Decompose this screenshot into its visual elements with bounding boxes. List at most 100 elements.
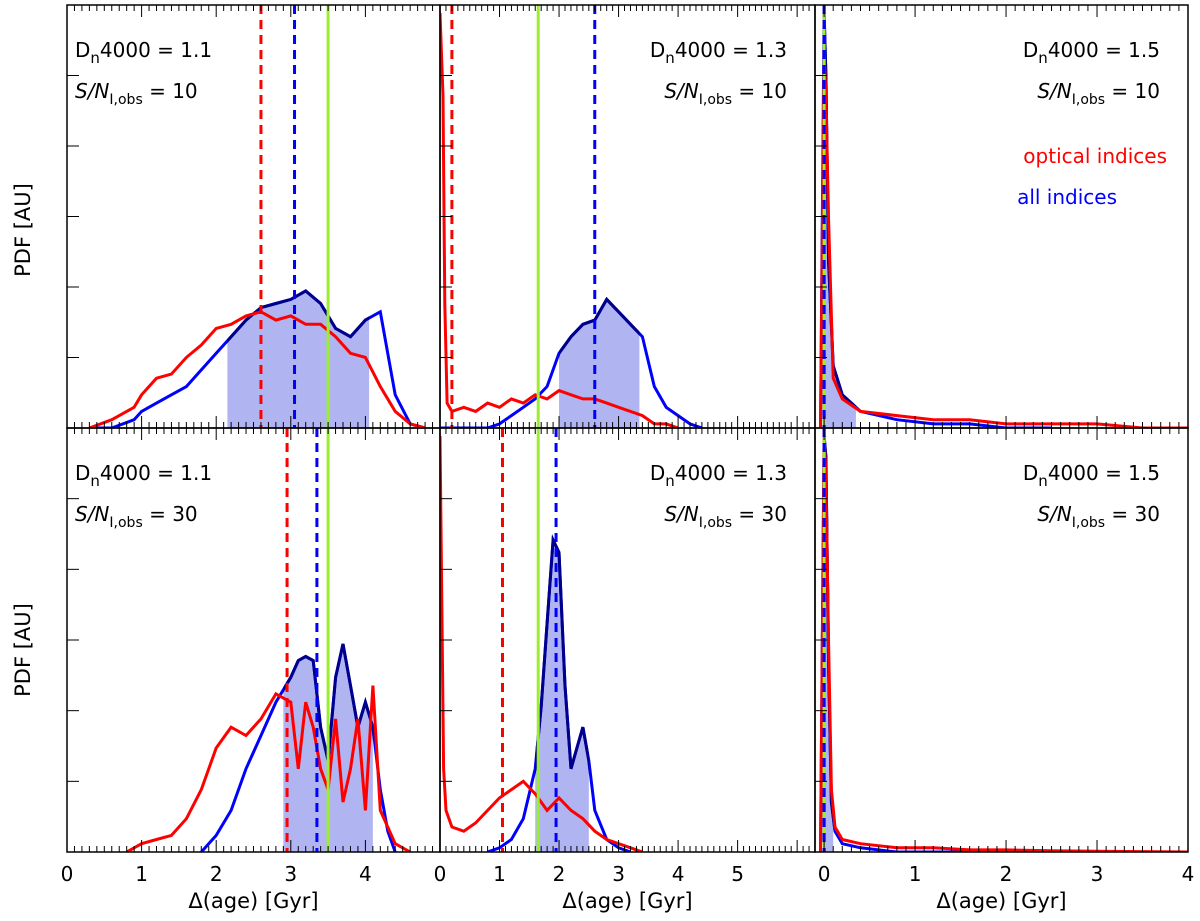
panel-1: Dn4000 = 1.3 S/NI,obs = 10 xyxy=(439,4,816,429)
sn-sub: I,obs xyxy=(699,515,732,531)
series-line-all-indices xyxy=(819,12,1052,428)
dark-segment-group xyxy=(559,296,640,358)
dn4000-D: D xyxy=(650,461,665,485)
legend-all: all indices xyxy=(1017,185,1117,209)
dn4000-label: Dn4000 = 1.3 xyxy=(650,461,787,490)
dn4000-rest: 4000 = 1.5 xyxy=(1048,461,1160,485)
dn4000-rest: 4000 = 1.5 xyxy=(1048,38,1160,62)
dn4000-label: Dn4000 = 1.3 xyxy=(650,38,787,67)
x-tick-label: 4 xyxy=(1182,862,1195,886)
dn4000-sub: n xyxy=(90,49,100,67)
sn-sub: I,obs xyxy=(1072,515,1105,531)
sn-eq: = 10 xyxy=(732,79,787,103)
series-line-all-indices-credible xyxy=(824,435,834,829)
x-tick-label: 2 xyxy=(553,862,566,886)
x-tick-label: 4 xyxy=(672,862,685,886)
panel-plot-area-4 xyxy=(440,428,643,852)
dn4000-sub: n xyxy=(665,472,675,490)
shaded-credible-region xyxy=(283,648,373,852)
x-axis-label: Δ(age) [Gyr] xyxy=(936,889,1066,913)
x-tick-label: 3 xyxy=(1091,862,1104,886)
series-line-all-indices-credible xyxy=(535,534,589,776)
sn-italic: S/N xyxy=(75,502,109,526)
panel-plot-area-1 xyxy=(440,5,703,428)
x-tick-label: 0 xyxy=(434,862,447,886)
dn4000-label: Dn4000 = 1.1 xyxy=(75,38,212,67)
dn4000-D: D xyxy=(75,38,90,62)
dn4000-rest: 4000 = 1.3 xyxy=(675,461,787,485)
dn4000-rest: 4000 = 1.1 xyxy=(100,38,212,62)
x-tick-label: 0 xyxy=(61,862,74,886)
x-tick-label: 3 xyxy=(284,862,297,886)
sn-italic: S/N xyxy=(664,502,698,526)
ylabel-bottom: PDF [AU] xyxy=(11,603,35,697)
sn-italic: S/N xyxy=(75,79,109,103)
x-tick-label: 1 xyxy=(493,862,506,886)
shaded-credible-region xyxy=(824,13,856,428)
x-tick-label: 5 xyxy=(731,862,744,886)
dn4000-label: Dn4000 = 1.1 xyxy=(75,461,212,490)
sn-sub: I,obs xyxy=(109,92,142,108)
dn4000-D: D xyxy=(650,38,665,62)
x-tick-label: 2 xyxy=(1000,862,1013,886)
sn-sub: I,obs xyxy=(109,515,142,531)
sn-italic: S/N xyxy=(664,79,698,103)
sn-eq: = 30 xyxy=(732,502,787,526)
series-line-optical-indices xyxy=(819,435,1188,852)
panel-frame xyxy=(66,427,441,853)
sn-eq: = 10 xyxy=(143,79,198,103)
sn-label: S/NI,obs = 10 xyxy=(75,79,198,108)
dn4000-D: D xyxy=(1023,38,1038,62)
panel-3: Dn4000 = 1.1 S/NI,obs = 30 0 1 2 3 4 Δ(age) [Gy… xyxy=(61,427,441,913)
series-line-optical-indices xyxy=(440,435,643,852)
sn-eq: = 30 xyxy=(1105,502,1160,526)
x-tick-label: 4 xyxy=(359,862,372,886)
panel-frame xyxy=(814,427,1189,853)
sn-label: S/NI,obs = 30 xyxy=(1037,502,1160,531)
dn4000-sub: n xyxy=(1038,49,1048,67)
sn-label: S/NI,obs = 30 xyxy=(75,502,198,531)
dn4000-label: Dn4000 = 1.5 xyxy=(1023,461,1160,490)
panel-5: Dn4000 = 1.5 S/NI,obs = 30 0 1 2 3 4 Δ(age) [Gy… xyxy=(814,427,1195,913)
series-line-all-indices-credible xyxy=(824,12,856,410)
dn4000-D: D xyxy=(1023,461,1038,485)
sn-label: S/NI,obs = 30 xyxy=(664,502,787,531)
x-tick-label: 1 xyxy=(909,862,922,886)
sn-label: S/NI,obs = 10 xyxy=(664,79,787,108)
dn4000-sub: n xyxy=(1038,472,1048,490)
x-tick-label: 0 xyxy=(818,862,831,886)
sn-sub: I,obs xyxy=(1072,92,1105,108)
sn-label: S/NI,obs = 10 xyxy=(1037,79,1160,108)
panel-plot-area-3 xyxy=(125,428,411,852)
panel-4: Dn4000 = 1.3 S/NI,obs = 30 0 1 2 3 4 5 Δ(age) [G… xyxy=(434,427,816,913)
panel-frame xyxy=(814,4,1189,429)
sn-italic: S/N xyxy=(1037,502,1071,526)
x-axis-label: Δ(age) [Gyr] xyxy=(562,889,692,913)
x-tick-label: 1 xyxy=(135,862,148,886)
panel-plot-area-0 xyxy=(88,5,426,428)
sn-sub: I,obs xyxy=(699,92,732,108)
series-line-optical-indices xyxy=(125,685,411,852)
dn4000-label: Dn4000 = 1.5 xyxy=(1023,38,1160,67)
dark-segment-group xyxy=(824,12,856,410)
ylabel-top: PDF [AU] xyxy=(11,183,35,277)
sn-eq: = 10 xyxy=(1105,79,1160,103)
series-line-optical-indices xyxy=(819,54,1188,428)
x-axis-label: Δ(age) [Gyr] xyxy=(188,889,318,913)
series-line-all-indices xyxy=(819,435,970,852)
panel-plot-area-5 xyxy=(819,428,1188,852)
dn4000-sub: n xyxy=(665,49,675,67)
x-tick-label: 2 xyxy=(210,862,223,886)
dn4000-D: D xyxy=(75,461,90,485)
sn-italic: S/N xyxy=(1037,79,1071,103)
dark-segment-group xyxy=(535,534,589,776)
x-tick-label: 3 xyxy=(612,862,625,886)
dn4000-rest: 4000 = 1.1 xyxy=(100,461,212,485)
dn4000-sub: n xyxy=(90,472,100,490)
sn-eq: = 30 xyxy=(143,502,198,526)
panel-0: Dn4000 = 1.1 S/NI,obs = 10 xyxy=(66,4,441,429)
shaded-credible-region xyxy=(559,299,640,428)
series-line-all-indices-credible xyxy=(559,296,640,358)
